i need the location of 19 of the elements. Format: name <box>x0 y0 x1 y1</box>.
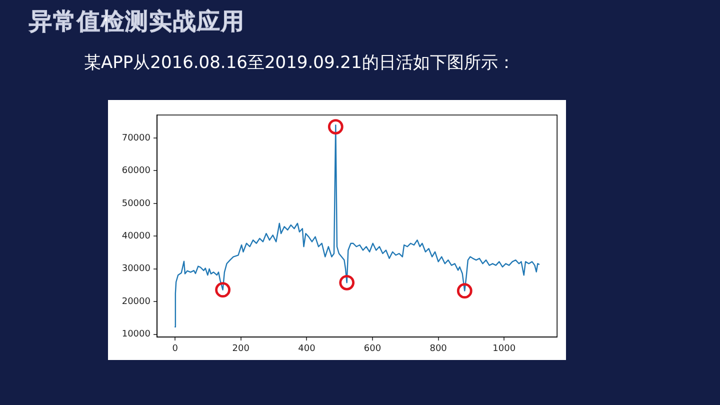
y-tick-label: 20000 <box>122 296 151 307</box>
x-tick-label: 200 <box>232 344 250 354</box>
x-tick-label: 1000 <box>492 344 516 354</box>
x-tick-label: 400 <box>298 344 316 354</box>
y-tick-label: 50000 <box>122 198 151 209</box>
point <box>215 282 231 298</box>
y-tick-label: 40000 <box>122 231 151 242</box>
x-tick-label: 800 <box>430 344 448 354</box>
x-tick-label: 0 <box>172 344 178 354</box>
y-tick-label: 30000 <box>122 264 151 274</box>
y-tick-label: 70000 <box>122 133 151 144</box>
chart-subtitle: 某APP从2016.08.16至2019.09.21的日活如下图所示： <box>84 52 515 74</box>
point <box>456 283 472 299</box>
chart-title: 异常值检测实战应用 <box>29 9 245 35</box>
point <box>328 119 344 134</box>
point <box>339 274 355 290</box>
y-tick-label: 60000 <box>122 166 151 176</box>
x-tick-label: 600 <box>364 344 382 354</box>
y-tick-label: 10000 <box>122 330 151 340</box>
